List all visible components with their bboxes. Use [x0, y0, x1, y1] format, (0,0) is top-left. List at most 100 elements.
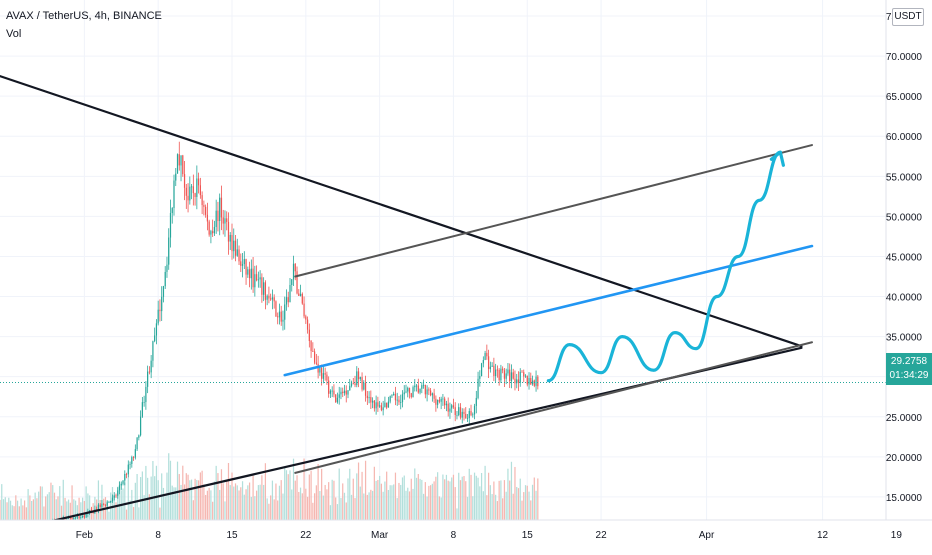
candle-body	[340, 391, 342, 395]
volume-bar	[368, 492, 370, 520]
volume-bar	[57, 496, 59, 520]
volume-bar	[356, 473, 358, 520]
volume-bar	[62, 479, 64, 520]
candle-body	[415, 385, 418, 387]
volume-bar	[166, 472, 168, 520]
volume-bar	[317, 464, 319, 520]
volume-bar	[217, 473, 219, 520]
volume-bar	[484, 465, 486, 520]
volume-bar	[461, 476, 463, 520]
candle-body	[496, 369, 499, 371]
volume-bar	[205, 494, 207, 520]
volume-bar	[255, 490, 258, 520]
candle-body	[315, 362, 317, 364]
candle-body	[405, 391, 407, 393]
candle-body	[238, 249, 240, 262]
volume-bar	[468, 468, 470, 520]
volume-bar	[50, 482, 52, 520]
candle-body	[530, 378, 532, 385]
volume-bar	[466, 496, 469, 520]
volume-bar	[18, 506, 20, 520]
volume-bar	[292, 458, 295, 520]
volume-bar	[138, 507, 140, 520]
candle-body	[331, 390, 333, 392]
candle-body	[206, 214, 209, 222]
volume-bar	[437, 472, 439, 520]
volume-bar	[238, 490, 240, 520]
candle-body	[479, 376, 481, 379]
candle-body	[354, 383, 356, 386]
volume-bar	[268, 503, 270, 520]
volume-bar	[394, 472, 397, 520]
candle-body	[516, 379, 518, 384]
x-tick-label: Feb	[76, 530, 94, 541]
volume-bar	[361, 471, 363, 520]
volume-bar	[282, 493, 284, 520]
candle-body	[80, 516, 82, 518]
currency-badge[interactable]: USDT	[892, 8, 924, 26]
volume-bar	[159, 507, 161, 520]
volume-bar	[155, 465, 158, 520]
candle-body	[380, 405, 383, 411]
volume-bar	[502, 498, 504, 520]
candle-body	[257, 279, 259, 281]
y-tick-label: 60.0000	[886, 132, 923, 143]
volume-bar	[280, 480, 282, 520]
volume-bar	[60, 505, 63, 520]
volume-bar	[162, 487, 165, 520]
volume-bar	[382, 491, 384, 520]
candle-body	[458, 407, 460, 416]
candle-body	[247, 269, 249, 275]
candle-body	[101, 503, 103, 508]
candle-body	[424, 384, 426, 395]
volume-bar	[428, 485, 430, 520]
candle-body	[421, 385, 423, 389]
volume-bar	[194, 478, 196, 520]
candle-body	[113, 495, 115, 498]
candle-body	[442, 398, 444, 400]
candle-body	[333, 390, 335, 395]
volume-bar	[500, 480, 502, 520]
candle-body	[285, 297, 288, 305]
volume-bar	[173, 487, 175, 520]
candle-body	[226, 218, 228, 222]
volume-bar	[475, 475, 477, 520]
volume-bar	[305, 488, 307, 520]
candle-body	[477, 378, 479, 398]
trendline-black	[0, 75, 803, 348]
volume-bar	[528, 491, 530, 520]
candle-body	[480, 363, 483, 377]
volume-bar	[80, 502, 82, 520]
bar-countdown: 01:34:29	[889, 370, 929, 381]
volume-bar	[52, 485, 54, 520]
time-scale-bg	[0, 520, 932, 550]
candle-body	[498, 369, 500, 381]
volume-bar	[523, 492, 525, 520]
volume-bar	[296, 475, 298, 520]
candle-body	[115, 495, 117, 497]
volume-bar	[139, 477, 142, 520]
candle-body	[81, 515, 84, 517]
candle-body	[357, 371, 360, 380]
volume-bar	[0, 499, 1, 520]
candle-body	[366, 395, 368, 399]
volume-bar	[210, 490, 212, 520]
volume-bar	[189, 480, 191, 520]
candle-body	[371, 400, 374, 403]
candle-body	[99, 504, 101, 508]
volume-bar	[43, 506, 45, 520]
candle-body	[452, 405, 455, 408]
candle-body	[361, 377, 363, 390]
candle-body	[507, 369, 509, 374]
candle-body	[210, 231, 212, 235]
candle-body	[241, 264, 244, 266]
volume-bar	[364, 460, 367, 520]
y-tick-label: 15.0000	[886, 493, 923, 504]
volume-bar	[231, 472, 233, 520]
volume-bar	[482, 491, 484, 520]
candle-body	[505, 373, 507, 379]
volume-bar	[117, 486, 119, 520]
